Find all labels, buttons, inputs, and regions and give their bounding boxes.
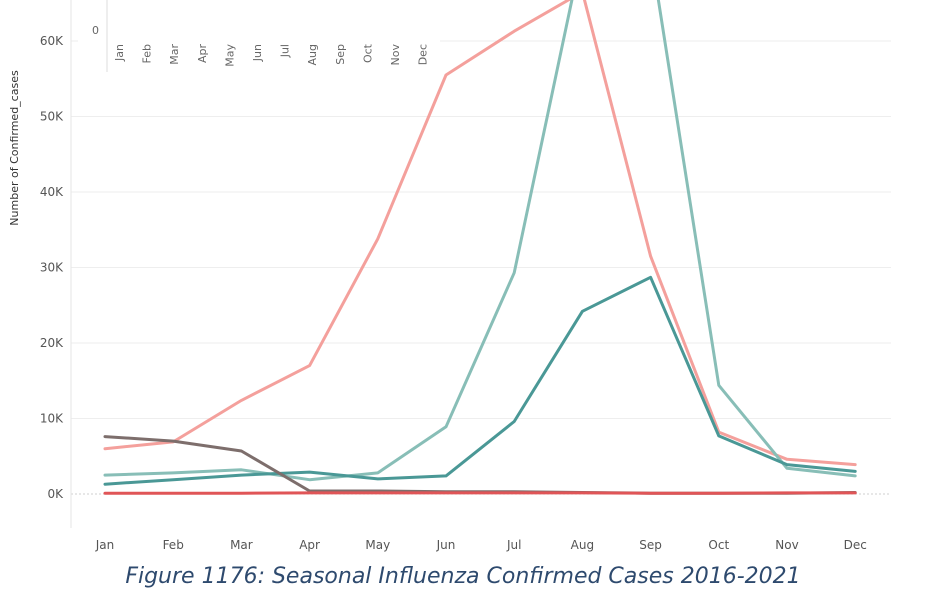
figure-caption: Figure 1176: Seasonal Influenza Confirme… (125, 564, 801, 589)
inset-x-tick-label: Jan (113, 44, 126, 62)
y-tick-label: 60K (40, 34, 64, 48)
inset-x-tick-label: Feb (141, 44, 154, 63)
x-tick-label: Mar (230, 538, 253, 552)
inset-x-tick-label: Nov (389, 44, 402, 66)
y-axis-title: Number of Confirmed_cases (8, 70, 21, 226)
x-tick-label: Jul (506, 538, 521, 552)
series-line-1 (103, 0, 857, 467)
y-tick-label: 20K (40, 336, 64, 350)
x-tick-label: May (365, 538, 390, 552)
series-line-2 (103, 0, 857, 482)
inset-x-ticks: Jan Feb Mar Apr May Jun Jul Aug Sep Oct Nov Dec (113, 43, 430, 66)
y-tick-label: 0K (47, 487, 64, 501)
inset-y-ticks: 0 (92, 24, 99, 37)
inset-chart: 0 Jan Feb Mar Apr May Jun Jul Aug Sep Oct Nov Dec (78, 0, 440, 72)
x-tick-label: Aug (571, 538, 594, 552)
y-tick-label: 50K (40, 110, 64, 124)
x-axis-ticks: Jan Feb Mar Apr May Jun Jul Aug Sep Oct Nov Dec (95, 538, 867, 552)
inset-x-tick-label: Dec (417, 44, 430, 65)
x-tick-label: Oct (708, 538, 729, 552)
x-tick-label: Dec (844, 538, 867, 552)
y-axis-ticks: 0K 10K 20K 30K 40K 50K 60K (40, 34, 64, 501)
inset-x-tick-label: Oct (361, 43, 374, 63)
gridlines (71, 40, 891, 495)
y-tick-label: 30K (40, 261, 64, 275)
inset-x-tick-label: Sep (334, 44, 347, 65)
inset-x-tick-label: Mar (168, 44, 181, 65)
inset-x-tick-label: Jul (279, 44, 292, 58)
inset-x-tick-label: Aug (306, 44, 319, 65)
inset-x-tick-label: Apr (196, 44, 209, 64)
inset-x-tick-label: May (223, 44, 236, 67)
inset-background (78, 0, 440, 72)
inset-y-tick-label: 0 (92, 24, 99, 37)
series-line-3 (103, 275, 857, 486)
x-tick-label: Nov (775, 538, 798, 552)
series-lines (103, 0, 857, 495)
y-tick-label: 10K (40, 412, 64, 426)
x-tick-label: Jun (436, 538, 456, 552)
x-tick-label: Apr (299, 538, 320, 552)
inset-x-tick-label: Jun (251, 44, 264, 62)
x-tick-label: Feb (163, 538, 184, 552)
y-tick-label: 40K (40, 185, 64, 199)
x-tick-label: Jan (95, 538, 115, 552)
x-tick-label: Sep (639, 538, 662, 552)
